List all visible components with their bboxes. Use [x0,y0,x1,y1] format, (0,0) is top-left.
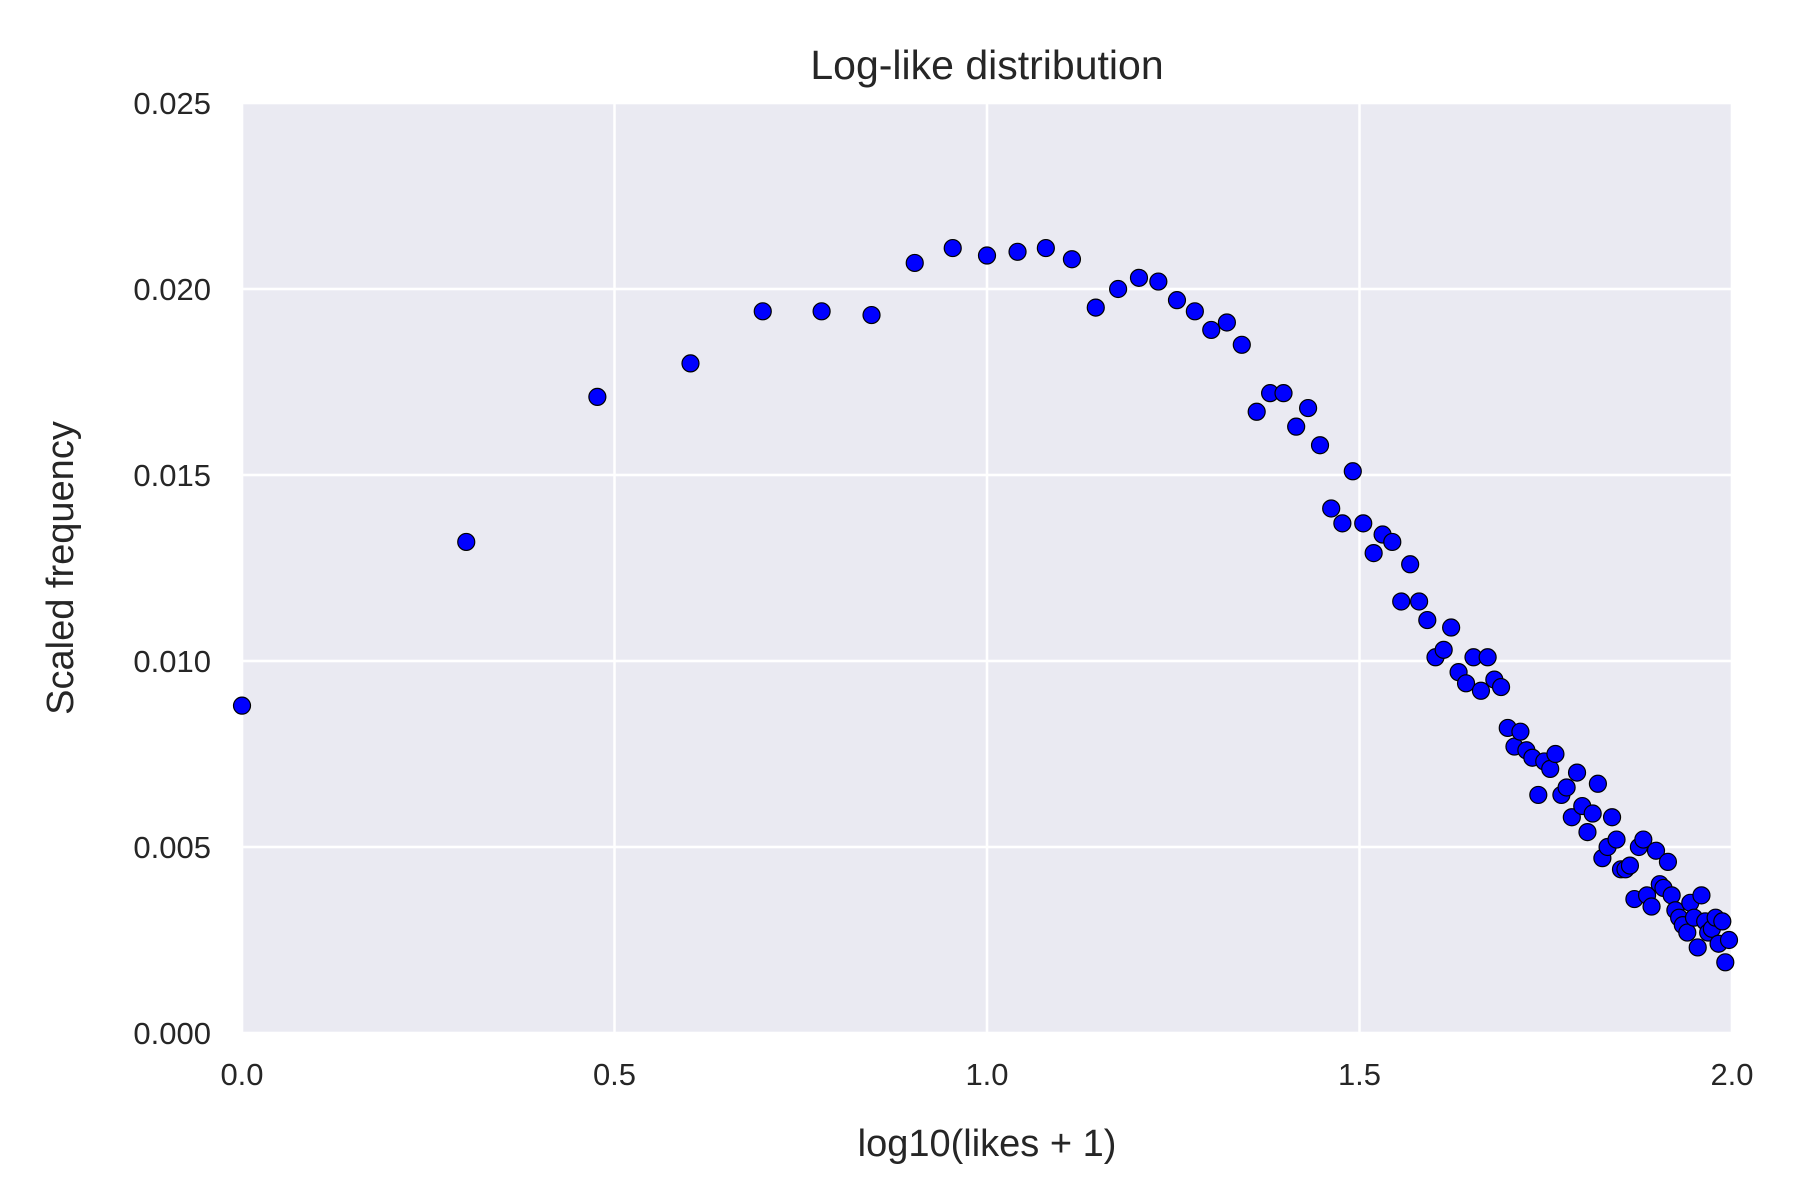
data-point [1646,841,1666,860]
y-tick-label: 0.025 [133,86,211,121]
data-point [1383,532,1402,552]
data-point [1418,610,1437,630]
data-point [1567,763,1587,782]
data-point [1343,462,1362,481]
data-points [232,238,1739,972]
data-point [588,387,607,406]
data-point [681,354,700,373]
y-tick-label: 0.005 [133,830,211,865]
data-point [1620,856,1640,875]
data-point [1167,291,1187,310]
data-point [1678,923,1697,942]
data-point [943,238,962,258]
data-point [1149,272,1168,291]
data-point [1557,778,1576,797]
data-point [1713,912,1732,931]
data-point [753,302,772,321]
data-point [1202,320,1221,340]
data-point [1562,808,1581,827]
y-tick-labels: 0.000 0.005 0.010 0.015 0.020 0.025 [133,86,211,1051]
data-point [1662,886,1681,905]
y-tick-label: 0.020 [133,272,211,307]
data-point [1354,514,1373,533]
data-point [1688,938,1707,957]
x-tick-label: 1.5 [1338,1057,1381,1092]
data-point [1607,830,1626,849]
x-tick-label: 2.0 [1710,1057,1753,1092]
data-point [1546,744,1565,764]
data-point [1310,436,1330,455]
data-point [1491,677,1511,697]
y-tick-label: 0.000 [133,1016,211,1051]
data-point [1658,852,1678,871]
data-point [1129,268,1149,287]
data-point [1583,804,1602,823]
data-point [1434,640,1453,659]
data-point [1634,830,1653,849]
data-point [1642,897,1661,916]
data-point [1008,242,1027,261]
data-point [1529,785,1548,805]
data-point [1602,808,1622,827]
data-point [1588,774,1608,793]
y-tick-label: 0.015 [133,458,211,493]
data-point [1364,544,1383,563]
data-point [1232,335,1251,354]
data-point [1274,384,1293,403]
data-point [1511,722,1530,741]
data-point [812,302,831,321]
data-point [1478,648,1497,667]
data-point [1333,514,1352,533]
data-point [1471,681,1491,700]
x-axis-label: log10(likes + 1) [858,1123,1117,1165]
data-point [1287,417,1306,436]
y-tick-label: 0.010 [133,644,211,679]
data-point [1401,555,1420,574]
data-point [862,305,881,325]
data-point [1392,592,1411,611]
chart-title: Log-like distribution [810,42,1163,88]
data-point [1217,313,1236,332]
data-point [1036,238,1055,258]
data-point [1062,250,1082,269]
data-point [1086,298,1105,317]
data-point [1322,499,1341,518]
data-point [1247,402,1266,421]
data-point [905,253,924,273]
data-point [977,246,997,265]
data-point [1578,823,1597,842]
data-point [1456,674,1476,693]
data-point [1298,398,1318,418]
x-tick-label: 0.0 [220,1057,263,1092]
data-point [1185,302,1204,321]
data-point [1409,592,1429,611]
x-tick-labels: 0.0 0.5 1.0 1.5 2.0 [220,1057,1753,1092]
data-point [1716,953,1735,972]
x-tick-label: 0.5 [593,1057,636,1092]
y-axis-label: Scaled frequency [40,421,82,715]
x-tick-label: 1.0 [965,1057,1008,1092]
data-point [457,532,476,552]
data-point [1719,930,1739,950]
data-point [1109,279,1128,299]
data-point [232,696,252,715]
data-point [1442,618,1461,637]
data-point [1692,886,1711,905]
